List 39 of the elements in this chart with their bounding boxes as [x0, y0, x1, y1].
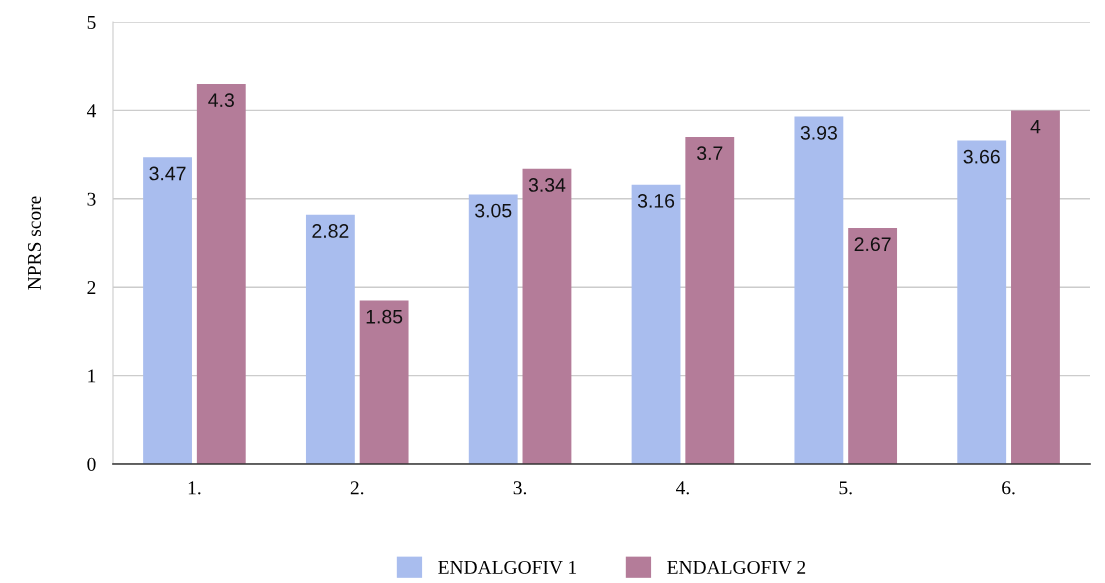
data-label: 4 [1030, 119, 1041, 134]
y-tick-label: 1 [88, 369, 96, 383]
legend-label: ENDALGOFIV 1 [438, 560, 577, 575]
bar [143, 157, 192, 464]
bar [1011, 110, 1060, 464]
y-tick-label: 5 [87, 16, 96, 29]
data-label: 4.3 [208, 93, 234, 107]
data-label: 2.67 [854, 237, 891, 252]
data-label: 1.85 [366, 309, 403, 324]
data-label: 3.16 [637, 194, 675, 208]
data-label: 3.47 [149, 166, 186, 181]
bar [196, 83, 246, 464]
data-label: 3.66 [963, 149, 1000, 164]
bar [685, 136, 735, 464]
data-label: 2.82 [312, 224, 349, 238]
y-tick-label: 2 [87, 281, 96, 294]
bar [794, 116, 844, 464]
x-tick-label: 6. [1002, 481, 1015, 495]
data-label: 3.34 [528, 178, 566, 192]
bar [305, 214, 355, 464]
x-tick-label: 3. [513, 481, 527, 495]
y-tick-label: 0 [87, 457, 96, 471]
bar [468, 194, 518, 464]
bar [359, 300, 409, 464]
y-axis-title: NPRS score [27, 196, 41, 290]
bar [522, 168, 572, 464]
bar [957, 140, 1007, 464]
bar [631, 184, 681, 464]
x-tick-label: 5. [839, 481, 852, 495]
x-tick-label: 4. [676, 481, 689, 495]
y-tick-label: 3 [87, 192, 96, 206]
y-tick-label: 4 [86, 104, 97, 118]
x-tick-label: 1. [188, 481, 201, 495]
legend-label: ENDALGOFIV 2 [667, 560, 806, 575]
data-label: 3.7 [697, 146, 723, 161]
x-tick-label: 2. [350, 481, 364, 495]
bar [848, 227, 898, 464]
data-label: 3.05 [475, 203, 512, 218]
data-label: 3.93 [800, 125, 837, 140]
